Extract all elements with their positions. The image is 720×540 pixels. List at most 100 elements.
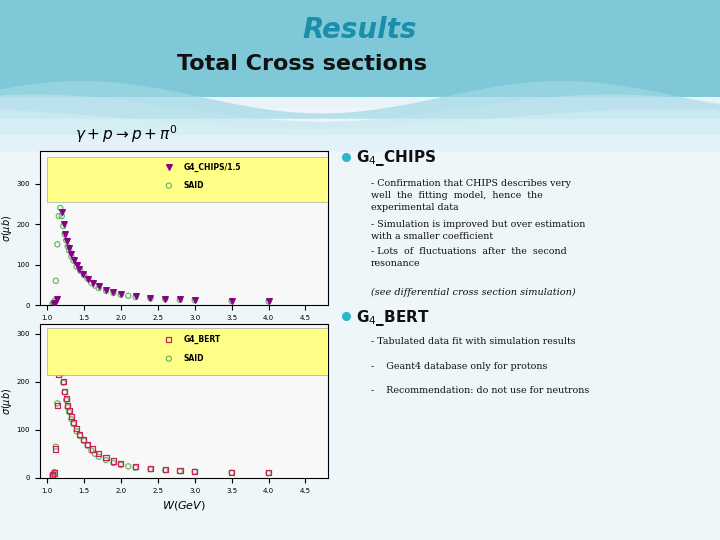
Point <box>115 461 127 469</box>
Text: Results: Results <box>303 16 417 44</box>
Point <box>226 468 238 476</box>
Point <box>89 281 101 290</box>
Point <box>47 300 58 308</box>
Point <box>159 465 171 474</box>
Point <box>145 464 156 473</box>
Point <box>68 418 79 427</box>
Point <box>226 296 238 305</box>
Point <box>53 370 65 379</box>
Text: $\gamma + p \rightarrow p + \pi^{0}$: $\gamma + p \rightarrow p + \pi^{0}$ <box>75 123 177 145</box>
Point <box>189 467 200 476</box>
Point <box>53 212 65 220</box>
Text: G4_CHIPS/1.5: G4_CHIPS/1.5 <box>184 163 241 172</box>
FancyBboxPatch shape <box>47 328 416 375</box>
Point <box>174 295 186 303</box>
Point <box>62 242 73 251</box>
Point <box>50 299 61 307</box>
Point <box>174 467 186 475</box>
Point <box>78 435 89 444</box>
Point <box>59 387 71 396</box>
Point <box>82 274 94 283</box>
Point <box>49 296 60 305</box>
Point <box>63 406 75 415</box>
Y-axis label: $\sigma(\mu b)$: $\sigma(\mu b)$ <box>0 387 14 415</box>
Point <box>60 236 72 245</box>
Point <box>130 463 141 472</box>
Polygon shape <box>0 109 720 151</box>
Point <box>48 298 59 307</box>
Point <box>163 181 174 190</box>
Point <box>122 292 134 300</box>
Point <box>130 292 141 300</box>
Text: - Confirmation that CHIPS describes very
well  the  fitting  model,  hence  the
: - Confirmation that CHIPS describes very… <box>371 179 571 212</box>
Point <box>52 399 63 408</box>
Point <box>49 469 60 477</box>
Point <box>52 401 63 410</box>
Point <box>100 454 112 462</box>
Point <box>68 255 79 264</box>
Point <box>74 266 86 275</box>
Point <box>108 458 120 467</box>
Point <box>63 408 75 416</box>
Point <box>71 262 82 271</box>
Point <box>87 279 99 287</box>
Point <box>61 237 73 245</box>
Point <box>59 230 71 239</box>
Point <box>93 282 104 291</box>
Point <box>50 442 62 451</box>
Point <box>55 187 67 196</box>
Point <box>49 468 60 476</box>
Point <box>263 297 274 306</box>
Text: SAID: SAID <box>184 354 204 363</box>
Point <box>226 296 238 305</box>
Point <box>71 427 82 436</box>
Text: G4_BERT: G4_BERT <box>184 335 221 344</box>
Text: - Tabulated data fit with simulation results: - Tabulated data fit with simulation res… <box>371 338 575 347</box>
Point <box>226 468 238 477</box>
Point <box>68 420 79 428</box>
Point <box>86 446 97 455</box>
Point <box>53 187 64 196</box>
Text: SAID: SAID <box>184 181 204 190</box>
Point <box>108 457 120 465</box>
Point <box>62 403 73 411</box>
Point <box>263 297 274 306</box>
Point <box>100 287 112 295</box>
Point <box>60 396 72 404</box>
Point <box>82 440 94 449</box>
Text: - Lots  of  fluctuations  after  the  second
resonance: - Lots of fluctuations after the second … <box>371 247 567 268</box>
Polygon shape <box>0 0 720 97</box>
Point <box>71 424 82 433</box>
Point <box>58 377 69 386</box>
Point <box>78 270 89 279</box>
Point <box>108 288 120 297</box>
Point <box>58 379 69 387</box>
Point <box>86 279 97 287</box>
Point <box>122 462 134 471</box>
Point <box>48 470 59 478</box>
Point <box>159 466 171 475</box>
Text: G$_4$_BERT: G$_4$_BERT <box>356 307 430 328</box>
Point <box>58 220 70 228</box>
FancyBboxPatch shape <box>0 108 720 540</box>
Point <box>63 244 75 253</box>
Point <box>163 163 174 172</box>
Text: -    Recommendation: do not use for neutrons: - Recommendation: do not use for neutron… <box>371 386 589 395</box>
Point <box>51 295 63 303</box>
Point <box>82 441 94 450</box>
Point <box>93 449 104 458</box>
Point <box>115 459 127 468</box>
Point <box>145 294 156 302</box>
Point <box>47 471 58 480</box>
Point <box>53 366 65 374</box>
Point <box>78 436 90 445</box>
Point <box>163 354 174 363</box>
Point <box>55 204 66 212</box>
Point <box>189 296 200 305</box>
Polygon shape <box>0 81 720 119</box>
Point <box>68 256 79 265</box>
Point <box>73 265 85 274</box>
Point <box>52 240 63 248</box>
Y-axis label: $\sigma(\mu b)$: $\sigma(\mu b)$ <box>0 214 14 242</box>
Point <box>263 468 274 477</box>
